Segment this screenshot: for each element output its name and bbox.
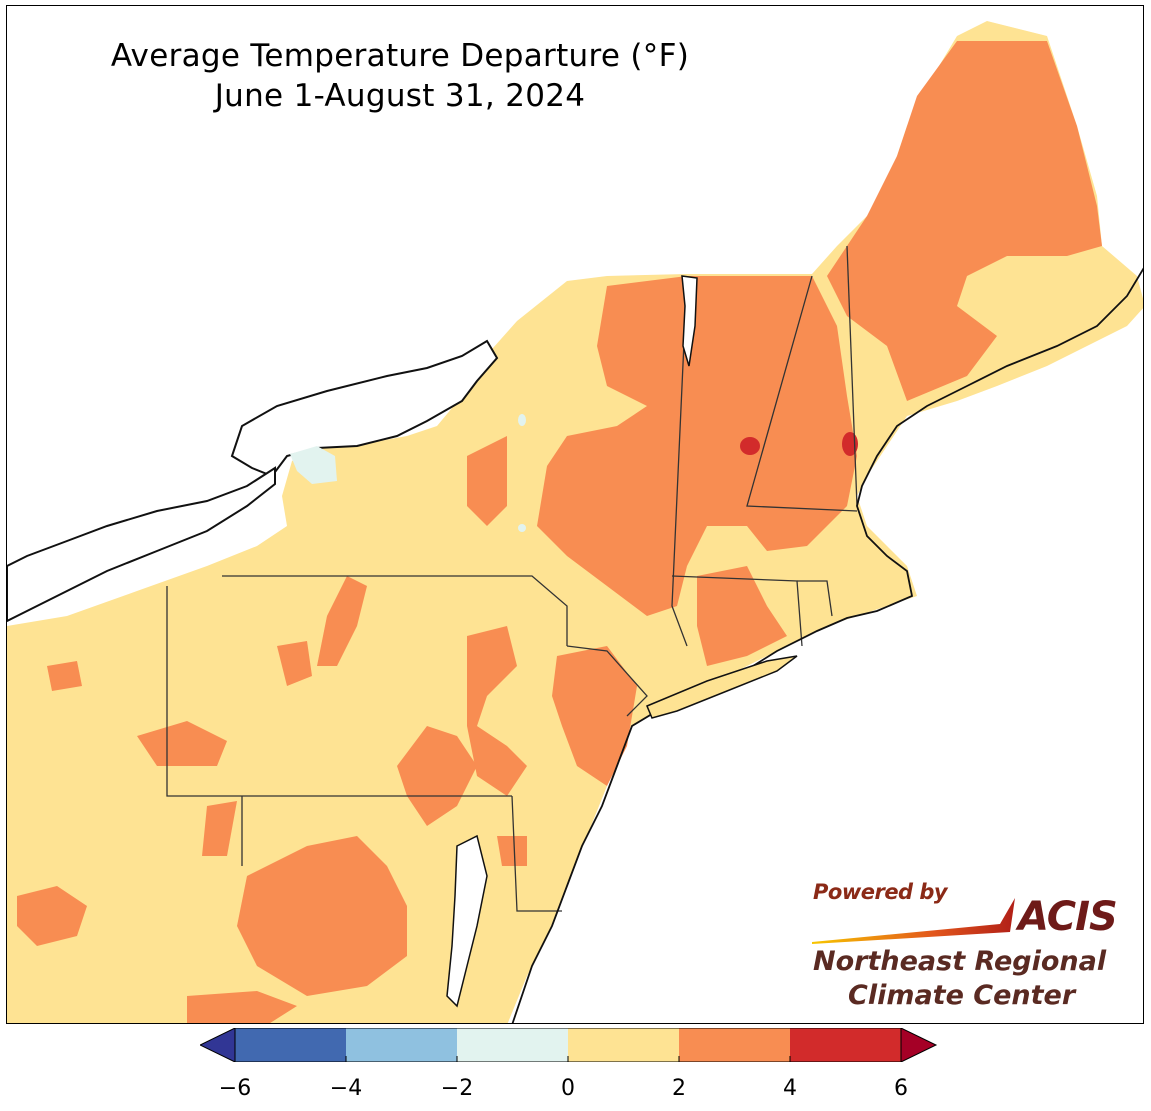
- map-canvas: [7, 21, 1143, 1023]
- state-borders: [166, 245, 858, 912]
- chesapeake-bay: [446, 834, 488, 1008]
- legend-tick-label: 2: [672, 1076, 686, 1101]
- legend-tick-label: 0: [561, 1076, 575, 1101]
- legend-bin: [457, 1028, 568, 1062]
- map-title: Average Temperature Departure (°F): [110, 38, 690, 74]
- map-subtitle: June 1-August 31, 2024: [214, 78, 586, 114]
- powered-by-label: Powered by: [813, 880, 948, 904]
- lake-ontario: [230, 339, 499, 478]
- legend-tick-label: −6: [218, 1076, 252, 1101]
- cool-zones: [290, 414, 526, 532]
- legend-outline: [234, 1028, 902, 1062]
- legend-bin: [346, 1028, 457, 1062]
- org-name-line1: Northeast Regional: [813, 946, 1107, 977]
- warm-zones: [17, 41, 1102, 1023]
- org-name-line2: Climate Center: [848, 980, 1076, 1011]
- legend-under-arrow: [200, 1028, 236, 1062]
- acis-logo-graphic: [812, 898, 1015, 944]
- legend-tick-label: 4: [783, 1076, 797, 1101]
- legend-bin: [235, 1028, 346, 1062]
- legend-tick-label: −2: [440, 1076, 474, 1101]
- legend-colorbar: [200, 1028, 938, 1062]
- legend-bin: [679, 1028, 790, 1062]
- legend-bin: [568, 1028, 679, 1062]
- ocean-region: [507, 308, 1143, 1023]
- lake-champlain: [681, 275, 698, 367]
- legend-tick-label: −4: [329, 1076, 363, 1101]
- long-island: [646, 655, 798, 719]
- legend-tick-label: 6: [894, 1076, 908, 1101]
- coastline: [511, 267, 1143, 1023]
- lake-erie: [7, 466, 276, 623]
- map-frame: [6, 5, 1144, 1024]
- legend-over-arrow: [900, 1028, 938, 1062]
- acis-brand: ACIS: [1018, 894, 1118, 940]
- legend-bin: [790, 1028, 901, 1062]
